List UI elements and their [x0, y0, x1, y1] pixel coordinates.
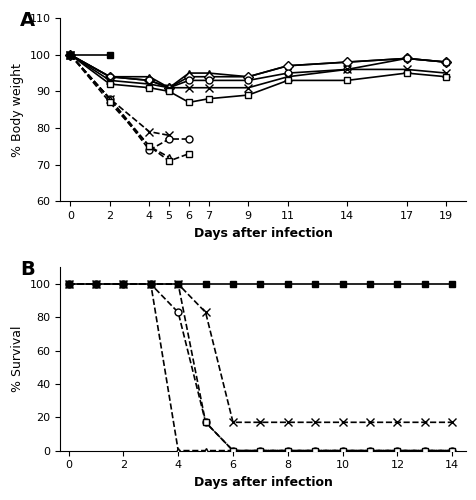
Text: A: A [20, 11, 35, 30]
X-axis label: Days after infection: Days after infection [193, 476, 332, 489]
Text: B: B [20, 260, 35, 279]
X-axis label: Days after infection: Days after infection [193, 226, 332, 239]
Y-axis label: % Survival: % Survival [11, 326, 24, 392]
Y-axis label: % Body weight: % Body weight [11, 63, 24, 156]
